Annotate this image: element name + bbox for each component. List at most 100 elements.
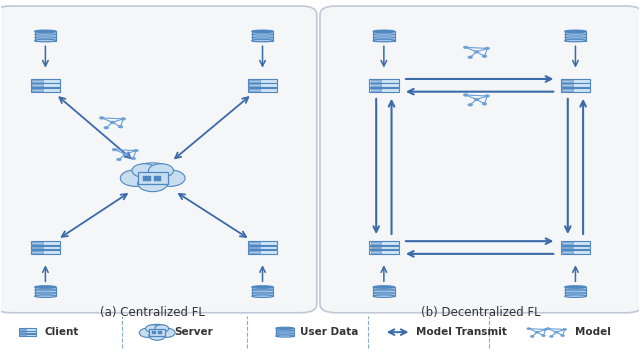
Circle shape	[132, 164, 157, 177]
FancyBboxPatch shape	[563, 242, 573, 244]
FancyBboxPatch shape	[369, 246, 399, 250]
FancyBboxPatch shape	[31, 88, 60, 92]
Circle shape	[148, 164, 173, 177]
FancyBboxPatch shape	[250, 251, 260, 253]
Circle shape	[527, 328, 531, 330]
Ellipse shape	[35, 295, 56, 297]
Circle shape	[561, 335, 564, 337]
Circle shape	[118, 126, 123, 128]
Bar	[564, 32, 586, 41]
Circle shape	[121, 118, 125, 120]
Ellipse shape	[276, 335, 294, 337]
FancyBboxPatch shape	[143, 176, 151, 181]
Circle shape	[474, 98, 479, 101]
Text: (a) Centralized FL: (a) Centralized FL	[100, 306, 205, 319]
FancyBboxPatch shape	[561, 241, 590, 245]
FancyBboxPatch shape	[19, 328, 36, 331]
Circle shape	[546, 328, 550, 330]
FancyBboxPatch shape	[250, 80, 260, 82]
Ellipse shape	[276, 327, 294, 329]
Circle shape	[123, 153, 127, 155]
FancyBboxPatch shape	[31, 246, 60, 250]
FancyBboxPatch shape	[31, 84, 60, 87]
FancyBboxPatch shape	[561, 88, 590, 92]
FancyBboxPatch shape	[371, 89, 381, 91]
Ellipse shape	[564, 39, 586, 42]
FancyBboxPatch shape	[31, 250, 60, 254]
Circle shape	[485, 47, 490, 50]
FancyBboxPatch shape	[154, 176, 161, 181]
FancyBboxPatch shape	[248, 250, 277, 254]
Circle shape	[463, 94, 468, 96]
FancyBboxPatch shape	[563, 251, 573, 253]
Circle shape	[131, 157, 136, 160]
FancyBboxPatch shape	[561, 246, 590, 250]
FancyBboxPatch shape	[250, 242, 260, 244]
Circle shape	[104, 126, 109, 129]
Circle shape	[120, 170, 150, 187]
Ellipse shape	[252, 39, 273, 42]
Circle shape	[138, 175, 168, 192]
Text: Client: Client	[44, 327, 79, 337]
Circle shape	[145, 324, 169, 337]
Circle shape	[468, 56, 472, 58]
FancyBboxPatch shape	[561, 250, 590, 254]
Circle shape	[463, 46, 468, 48]
Ellipse shape	[252, 286, 273, 288]
FancyBboxPatch shape	[561, 79, 590, 83]
Circle shape	[541, 335, 545, 337]
Circle shape	[146, 325, 159, 332]
FancyBboxPatch shape	[157, 331, 162, 334]
FancyBboxPatch shape	[371, 242, 381, 244]
Circle shape	[155, 170, 185, 187]
Circle shape	[99, 116, 104, 119]
Circle shape	[485, 95, 490, 97]
Ellipse shape	[373, 286, 395, 288]
FancyBboxPatch shape	[561, 84, 590, 87]
Ellipse shape	[564, 295, 586, 297]
Bar	[252, 32, 273, 41]
FancyBboxPatch shape	[369, 250, 399, 254]
Circle shape	[112, 148, 117, 151]
Bar	[373, 287, 395, 296]
FancyBboxPatch shape	[20, 332, 26, 333]
FancyBboxPatch shape	[248, 88, 277, 92]
Bar	[35, 32, 56, 41]
Circle shape	[468, 104, 472, 106]
Text: (b) Decentralized FL: (b) Decentralized FL	[421, 306, 541, 319]
Circle shape	[159, 328, 175, 337]
Circle shape	[544, 329, 547, 330]
Bar	[252, 287, 273, 296]
Ellipse shape	[564, 286, 586, 288]
FancyBboxPatch shape	[369, 241, 399, 245]
Ellipse shape	[35, 39, 56, 42]
FancyBboxPatch shape	[563, 85, 573, 86]
FancyBboxPatch shape	[20, 329, 26, 330]
FancyBboxPatch shape	[250, 85, 260, 86]
FancyBboxPatch shape	[320, 6, 640, 313]
Text: User Data: User Data	[300, 327, 358, 337]
FancyBboxPatch shape	[19, 334, 36, 336]
Circle shape	[110, 121, 115, 124]
Circle shape	[554, 331, 558, 333]
Bar	[373, 32, 395, 41]
Bar	[276, 328, 294, 336]
Ellipse shape	[35, 30, 56, 33]
Text: Server: Server	[174, 327, 213, 337]
Bar	[564, 287, 586, 296]
FancyBboxPatch shape	[371, 247, 381, 249]
FancyBboxPatch shape	[149, 329, 165, 336]
FancyBboxPatch shape	[19, 331, 36, 333]
FancyBboxPatch shape	[371, 251, 381, 253]
Circle shape	[474, 51, 479, 53]
FancyBboxPatch shape	[0, 6, 317, 313]
Ellipse shape	[252, 30, 273, 33]
Ellipse shape	[564, 30, 586, 33]
Circle shape	[482, 103, 487, 105]
Circle shape	[563, 329, 566, 330]
FancyBboxPatch shape	[33, 85, 43, 86]
Circle shape	[131, 163, 174, 187]
Ellipse shape	[373, 295, 395, 297]
Circle shape	[531, 335, 534, 337]
FancyBboxPatch shape	[563, 80, 573, 82]
